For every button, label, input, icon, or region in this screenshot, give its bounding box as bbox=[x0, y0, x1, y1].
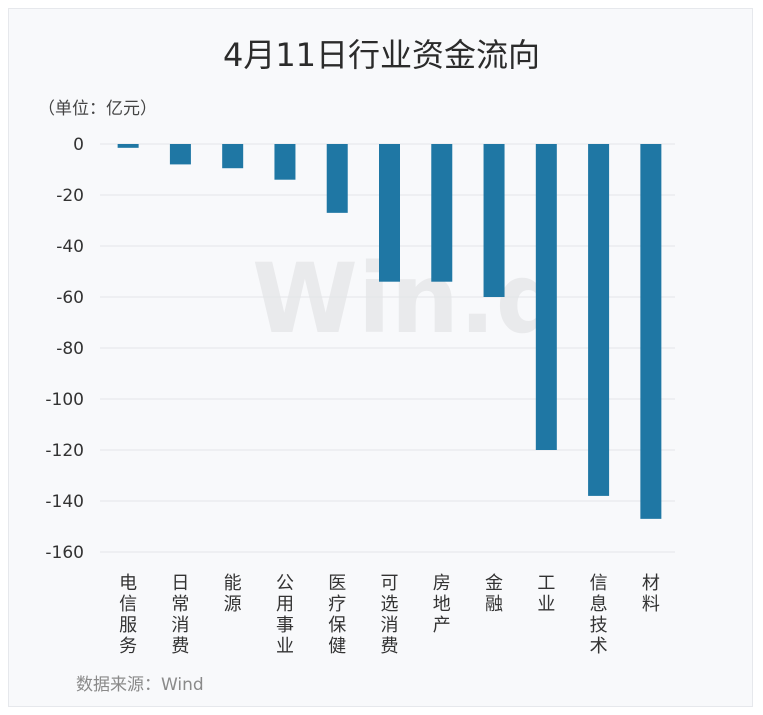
y-tick-label: -20 bbox=[56, 186, 84, 206]
watermark: Win.d bbox=[252, 243, 564, 355]
x-category-label: 金融 bbox=[485, 573, 503, 615]
y-axis-ticks: 0 -20 -40 -60 -80 -100 -120 -140 -160 bbox=[45, 135, 84, 563]
y-tick-label: -140 bbox=[45, 492, 84, 512]
x-category-label: 工业 bbox=[537, 573, 555, 615]
bar bbox=[274, 144, 296, 180]
bar bbox=[117, 144, 139, 148]
bar bbox=[535, 144, 557, 450]
x-category-label: 电信服务 bbox=[119, 573, 137, 657]
bars bbox=[117, 144, 662, 519]
gridlines bbox=[100, 143, 675, 553]
bar bbox=[588, 144, 610, 496]
unit-label: （单位：亿元） bbox=[38, 99, 157, 119]
x-category-label: 能源 bbox=[224, 573, 242, 615]
x-category-label: 可选消费 bbox=[381, 573, 399, 657]
bar bbox=[483, 144, 505, 297]
x-category-label: 公用事业 bbox=[276, 573, 294, 657]
source-note: 数据来源：Wind bbox=[76, 675, 204, 695]
x-category-label: 材料 bbox=[642, 573, 660, 615]
bar bbox=[169, 144, 191, 165]
bar bbox=[379, 144, 400, 282]
x-category-label: 信息技术 bbox=[590, 573, 608, 657]
chart-title: 4月11日行业资金流向 bbox=[222, 36, 541, 74]
y-tick-label: -100 bbox=[45, 390, 84, 410]
bar bbox=[222, 144, 244, 169]
y-tick-label: 0 bbox=[73, 135, 84, 155]
x-category-label: 日常消费 bbox=[171, 573, 189, 657]
y-tick-label: -60 bbox=[56, 288, 84, 308]
x-category-label: 房地产 bbox=[433, 573, 451, 636]
y-tick-label: -40 bbox=[56, 237, 84, 257]
bar bbox=[640, 144, 662, 519]
x-category-label: 医疗保健 bbox=[328, 573, 346, 657]
y-tick-label: -160 bbox=[45, 543, 84, 563]
y-tick-label: -80 bbox=[56, 339, 84, 359]
y-tick-label: -120 bbox=[45, 441, 84, 461]
bar bbox=[326, 144, 348, 213]
chart-card bbox=[8, 8, 753, 707]
bar bbox=[431, 144, 453, 282]
